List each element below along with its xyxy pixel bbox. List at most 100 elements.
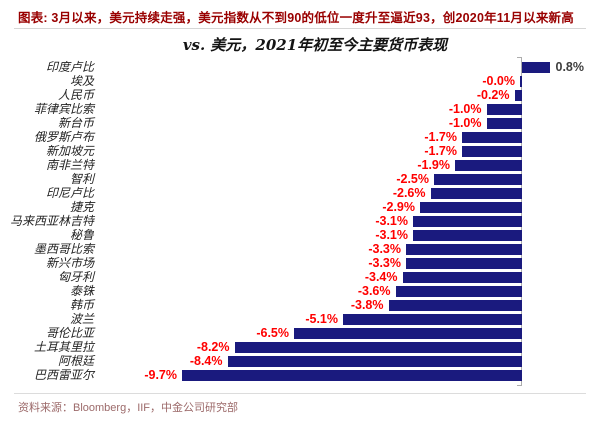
category-label: 匈牙利: [57, 270, 94, 284]
value-label: -1.9%: [417, 158, 450, 172]
category-label: 新兴市场: [45, 256, 94, 270]
chart-row: 印度卢比 0.8%: [0, 60, 600, 74]
value-bar: [413, 229, 522, 241]
value-bar: [388, 299, 522, 311]
chart-row: 泰铢 -3.6%: [0, 284, 600, 298]
value-label: -1.0%: [448, 102, 482, 116]
category-label: 墨西哥比索: [33, 242, 94, 256]
category-label: 土耳其里拉: [33, 340, 94, 354]
chart-row: 埃及 -0.0%: [0, 74, 600, 88]
chart-row: 人民币 -0.2%: [0, 88, 600, 102]
value-label: -1.7%: [424, 130, 457, 144]
value-bar: [406, 257, 522, 269]
chart-row: 波兰 -5.1%: [0, 312, 600, 326]
chart-row: 南非兰特 -1.9%: [0, 158, 600, 172]
value-bar: [420, 201, 522, 213]
chart-row: 菲律宾比索 -1.0%: [0, 102, 600, 116]
category-label: 韩币: [69, 298, 94, 312]
value-bar: [486, 103, 522, 115]
category-label: 人民币: [57, 88, 94, 102]
value-label: -3.1%: [375, 228, 408, 242]
chart-row: 匈牙利 -3.4%: [0, 270, 600, 284]
value-bar: [182, 369, 522, 381]
value-bar: [343, 313, 522, 325]
zero-axis-line: [517, 57, 522, 386]
chart-row: 新台币 -1.0%: [0, 116, 600, 130]
category-label: 埃及: [69, 74, 94, 88]
value-bar: [294, 327, 522, 339]
value-label: -3.3%: [368, 256, 401, 270]
value-label: -2.5%: [396, 172, 429, 186]
chart-row: 巴西雷亚尔 -9.7%: [0, 368, 600, 382]
figure-caption: 图表: 3月以来，美元持续走强，美元指数从不到90的低位一度升至逼近93，创20…: [18, 11, 574, 25]
chart-row: 马来西亚林吉特 -3.1%: [0, 214, 600, 228]
category-label: 捷克: [69, 200, 94, 214]
value-label: -2.9%: [382, 200, 415, 214]
currency-bar-chart: 印度卢比 0.8% 埃及 -0.0% 人民币 -0.2% 菲律宾比索 -1.0% 新台币 -1.0…: [0, 57, 600, 386]
category-label: 波兰: [69, 312, 94, 326]
value-bar: [227, 355, 522, 367]
value-label: -0.2%: [476, 88, 510, 102]
value-label: -6.5%: [256, 326, 289, 340]
category-label: 菲律宾比索: [33, 102, 94, 116]
value-label: -9.7%: [144, 368, 177, 382]
chart-row: 墨西哥比索 -3.3%: [0, 242, 600, 256]
value-bar: [402, 271, 522, 283]
caption-divider: [14, 28, 586, 29]
category-label: 巴西雷亚尔: [33, 368, 94, 382]
chart-row: 新兴市场 -3.3%: [0, 256, 600, 270]
category-label: 泰铢: [69, 284, 94, 298]
category-label: 新加坡元: [45, 144, 94, 158]
value-label: -1.0%: [448, 116, 482, 130]
value-label: -3.1%: [375, 214, 408, 228]
category-label: 马来西亚林吉特: [9, 214, 94, 228]
chart-row: 智利 -2.5%: [0, 172, 600, 186]
category-label: 俄罗斯卢布: [33, 130, 94, 144]
value-bar: [430, 187, 522, 199]
category-label: 阿根廷: [57, 354, 94, 368]
value-bar: [455, 159, 522, 171]
value-label: -5.1%: [305, 312, 338, 326]
value-label: -1.7%: [424, 144, 457, 158]
chart-row: 捷克 -2.9%: [0, 200, 600, 214]
value-label: -3.4%: [364, 270, 398, 284]
chart-row: 秘鲁 -3.1%: [0, 228, 600, 242]
chart-row: 哥伦比亚 -6.5%: [0, 326, 600, 340]
chart-row: 俄罗斯卢布 -1.7%: [0, 130, 600, 144]
value-label: -3.3%: [368, 242, 401, 256]
value-label: -3.6%: [357, 284, 391, 298]
value-label: -0.0%: [482, 74, 515, 88]
category-label: 秘鲁: [69, 228, 94, 242]
category-label: 哥伦比亚: [45, 326, 94, 340]
footer-divider: [14, 393, 586, 394]
value-bar: [395, 285, 522, 297]
value-bar: [521, 61, 550, 73]
value-label: 0.8%: [555, 60, 585, 74]
value-bar: [234, 341, 522, 353]
chart-title: vs. 美元，2021年初至今主要货币表现: [182, 36, 448, 54]
value-bar: [486, 117, 522, 129]
value-label: -8.4%: [189, 354, 223, 368]
value-bar: [462, 145, 522, 157]
value-label: -2.6%: [392, 186, 426, 200]
value-bar: [520, 75, 522, 87]
category-label: 印度卢比: [45, 60, 94, 74]
category-label: 智利: [69, 172, 94, 186]
category-label: 印尼卢比: [45, 186, 94, 200]
value-bar: [434, 173, 522, 185]
value-bar: [514, 89, 522, 101]
value-label: -3.8%: [350, 298, 384, 312]
chart-row: 阿根廷 -8.4%: [0, 354, 600, 368]
value-bar: [462, 131, 522, 143]
chart-row: 韩币 -3.8%: [0, 298, 600, 312]
chart-row: 印尼卢比 -2.6%: [0, 186, 600, 200]
value-label: -8.2%: [196, 340, 230, 354]
value-bar: [406, 243, 522, 255]
category-label: 新台币: [57, 116, 94, 130]
value-bar: [413, 215, 522, 227]
chart-row: 土耳其里拉 -8.2%: [0, 340, 600, 354]
source-note: 资料来源：Bloomberg，IIF，中金公司研究部: [18, 402, 239, 414]
category-label: 南非兰特: [45, 158, 94, 172]
chart-row: 新加坡元 -1.7%: [0, 144, 600, 158]
